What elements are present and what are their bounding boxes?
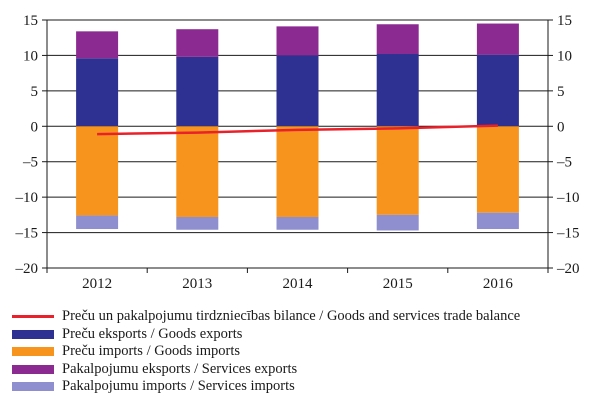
x-tick-label: 2014 — [283, 276, 314, 290]
bar-segment — [76, 126, 119, 216]
legend-label-goods-exports: Preču eksports / Goods exports — [62, 325, 243, 342]
bar-segment — [376, 24, 419, 55]
stacked-bar-chart: 15 15 10 10 5 5 0 0 –5 –5 –10 –10 –15 –15 –20 –20 2012 20… — [15, 13, 580, 290]
legend-swatch-services-imports — [12, 382, 54, 392]
axes: 15 15 10 10 5 5 0 0 –5 –5 –10 –10 –15 –15 –20 –20 2012 20… — [15, 13, 580, 290]
x-tick-label: 2012 — [82, 276, 112, 290]
bar-segment — [176, 56, 219, 127]
y-tick-label-right: 15 — [557, 13, 572, 29]
bar-segment — [76, 58, 119, 127]
y-tick-label-left: –10 — [15, 190, 39, 206]
y-tick-label-right: –10 — [556, 190, 580, 206]
bar-segment — [76, 31, 119, 59]
bar-segment — [176, 216, 219, 230]
bar-segment — [276, 126, 319, 217]
y-tick-label-left: 10 — [23, 48, 38, 64]
bar-segment — [376, 126, 419, 215]
bar-segment — [476, 23, 519, 55]
bar-segment — [376, 54, 419, 127]
legend-swatch-services-exports — [12, 364, 54, 374]
legend-swatch-trade-balance — [12, 315, 54, 319]
x-tick-label: 2013 — [182, 276, 212, 290]
y-tick-label-left: 15 — [23, 13, 38, 29]
y-tick-label-left: –5 — [22, 155, 38, 171]
legend-swatch-goods-imports — [12, 347, 54, 357]
legend-label-goods-imports: Preču imports / Goods imports — [62, 343, 241, 359]
legend-label-services-exports: Pakalpojumu eksports / Services exports — [62, 360, 298, 377]
y-tick-label-right: 10 — [557, 48, 572, 64]
bar-segment — [476, 126, 519, 213]
y-tick-label-right: –20 — [556, 261, 580, 277]
legend-item-goods-imports: Preču imports / Goods imports — [12, 343, 582, 361]
y-tick-label-right: –5 — [556, 155, 572, 171]
y-tick-label-right: 0 — [557, 119, 565, 135]
legend-item-services-exports: Pakalpojumu eksports / Services exports — [12, 361, 582, 379]
legend-item-services-imports: Pakalpojumu imports / Services imports — [12, 378, 582, 396]
bar-segment — [176, 126, 219, 217]
y-tick-label-left: –15 — [15, 226, 39, 242]
legend-label-trade-balance: Preču un pakalpojumu tirdzniecības bilan… — [62, 308, 521, 324]
legend: Preču un pakalpojumu tirdzniecības bilan… — [12, 308, 582, 396]
bar-segment — [476, 54, 519, 127]
legend-item-goods-exports: Preču eksports / Goods exports — [12, 326, 582, 344]
legend-swatch-goods-exports — [12, 329, 54, 339]
x-tick-label: 2016 — [483, 276, 514, 290]
bar-segment — [76, 215, 119, 230]
bar-segment — [276, 216, 319, 230]
y-tick-label-left: 0 — [31, 119, 39, 135]
bar-segment — [276, 26, 319, 56]
legend-label-services-imports: Pakalpojumu imports / Services imports — [62, 378, 295, 394]
bar-segment — [476, 212, 519, 230]
bars — [76, 23, 519, 231]
y-tick-label-right: –15 — [556, 226, 580, 242]
bar-segment — [276, 55, 319, 127]
y-tick-label-left: 5 — [31, 84, 39, 100]
bar-segment — [176, 29, 219, 57]
bar-segment — [376, 214, 419, 231]
y-tick-label-right: 5 — [557, 84, 565, 100]
legend-item-trade-balance: Preču un pakalpojumu tirdzniecības bilan… — [12, 308, 582, 326]
y-tick-label-left: –20 — [15, 261, 39, 277]
x-tick-label: 2015 — [383, 276, 413, 290]
balance-line-layer — [97, 124, 498, 136]
